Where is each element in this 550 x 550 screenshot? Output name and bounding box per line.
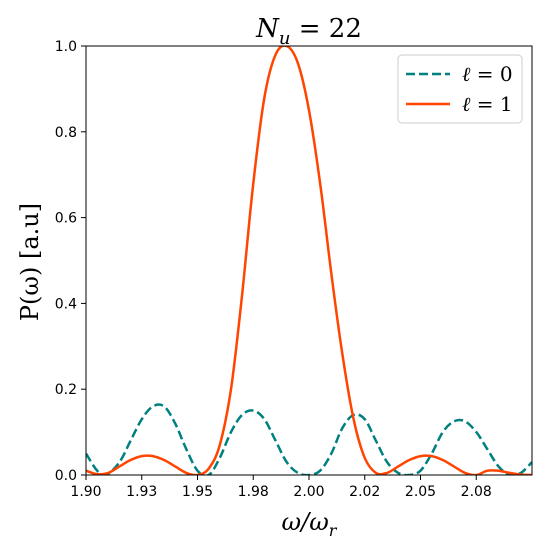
x-tick-label: 1.90 [70, 484, 101, 500]
y-tick-label: 0.4 [55, 296, 77, 312]
x-axis: 1.90 1.93 1.95 1.98 2.00 2.02 2.05 2.08 [70, 475, 492, 500]
x-tick-label: 2.05 [405, 484, 436, 500]
series-layer [86, 46, 532, 475]
legend: ℓ = 0 ℓ = 1 [397, 54, 523, 124]
x-axis-label: ω/ωr [282, 508, 338, 540]
x-tick-label: 2.02 [349, 484, 380, 500]
y-tick-label: 1.0 [55, 39, 77, 55]
x-tick-label: 2.00 [293, 484, 324, 500]
y-axis: 0.0 0.2 0.4 0.6 0.8 1.0 [55, 39, 86, 484]
x-tick-label: 1.95 [182, 484, 213, 500]
x-tick-label: 1.93 [126, 484, 157, 500]
y-axis-label: P(ω) [a.u] [16, 203, 44, 321]
legend-box [397, 54, 523, 124]
x-tick-label: 2.08 [461, 484, 492, 500]
series-line-0 [86, 403, 532, 475]
y-tick-label: 0.2 [55, 382, 77, 398]
series-line-1 [86, 46, 532, 475]
y-tick-label: 0.6 [55, 211, 77, 227]
legend-label-0: ℓ = 0 [462, 62, 513, 86]
x-tick-label: 1.98 [238, 484, 269, 500]
legend-label-1: ℓ = 1 [462, 92, 513, 116]
chart-title: Nu = 22 [255, 14, 362, 49]
y-tick-label: 0.8 [55, 125, 77, 141]
y-tick-label: 0.0 [55, 468, 77, 484]
